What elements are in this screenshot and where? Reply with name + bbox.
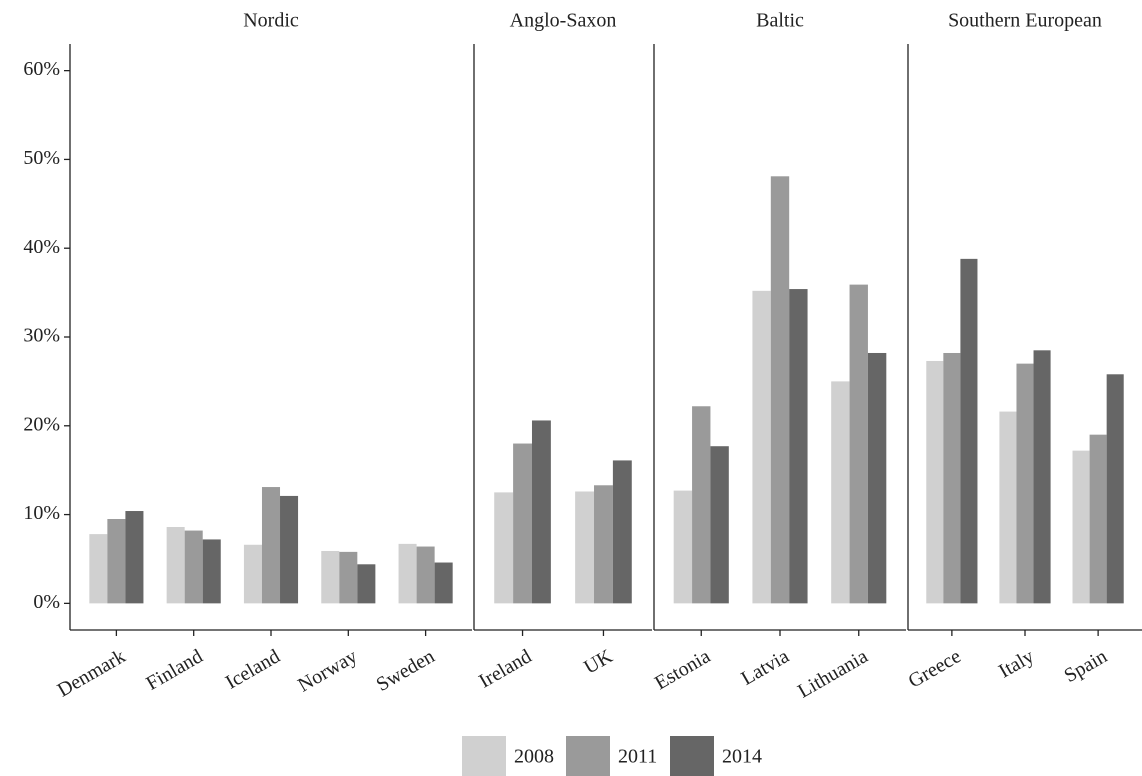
- bar: [166, 527, 185, 604]
- bar: [339, 551, 358, 604]
- bar: [926, 360, 944, 604]
- bar: [1106, 374, 1124, 604]
- bar: [89, 534, 108, 604]
- bar: [710, 446, 729, 604]
- bar: [531, 420, 551, 604]
- legend-swatch: [462, 736, 506, 776]
- bar: [1072, 450, 1090, 604]
- legend-label: 2008: [514, 746, 554, 768]
- bar: [416, 546, 435, 604]
- bar: [943, 352, 961, 604]
- bar: [789, 289, 808, 604]
- x-tick-label: Latvia: [738, 645, 793, 690]
- x-tick-label: UK: [580, 645, 616, 679]
- bar: [1089, 434, 1107, 604]
- bar: [960, 258, 978, 604]
- bar: [107, 519, 126, 604]
- x-tick-label: Norway: [294, 645, 361, 696]
- x-tick-label: Ireland: [475, 645, 535, 692]
- bar: [125, 511, 144, 604]
- bar: [494, 492, 514, 604]
- bar: [357, 564, 376, 604]
- y-tick-label: 10%: [23, 502, 60, 524]
- bar: [513, 443, 532, 604]
- bar: [1033, 350, 1051, 604]
- y-tick-label: 60%: [23, 58, 60, 80]
- y-tick-label: 40%: [23, 236, 60, 258]
- legend-label: 2014: [722, 746, 762, 768]
- x-tick-label: Italy: [995, 645, 1038, 682]
- y-tick-label: 0%: [33, 591, 60, 613]
- y-tick-label: 30%: [23, 325, 60, 347]
- x-tick-label: Greece: [905, 645, 965, 692]
- bar: [849, 284, 868, 604]
- bar: [770, 176, 790, 604]
- x-tick-label: Spain: [1060, 645, 1110, 687]
- bar: [280, 495, 299, 604]
- facet-title: Baltic: [756, 10, 804, 32]
- bar: [243, 544, 262, 604]
- x-tick-label: Sweden: [373, 645, 439, 696]
- bar: [673, 490, 693, 604]
- bar: [575, 491, 595, 604]
- bar: [612, 460, 632, 604]
- bar: [321, 550, 340, 604]
- y-tick-label: 50%: [23, 147, 60, 169]
- bar: [434, 562, 453, 604]
- legend-swatch: [670, 736, 714, 776]
- facet-title: Southern European: [948, 10, 1102, 32]
- x-tick-label: Finland: [143, 645, 207, 695]
- x-tick-label: Lithuania: [794, 645, 871, 702]
- bar: [867, 352, 887, 604]
- legend-label: 2011: [618, 746, 657, 768]
- bar: [398, 543, 417, 604]
- facet-title: Nordic: [243, 10, 299, 32]
- facet-title: Anglo-Saxon: [510, 10, 617, 32]
- x-tick-label: Iceland: [222, 645, 284, 693]
- bar: [184, 530, 203, 604]
- y-tick-label: 20%: [23, 413, 60, 435]
- bar: [594, 485, 613, 604]
- bar: [692, 406, 711, 604]
- legend-swatch: [566, 736, 610, 776]
- bar: [831, 381, 850, 604]
- bar: [999, 411, 1017, 604]
- x-tick-label: Denmark: [54, 645, 129, 701]
- bar: [1016, 363, 1034, 604]
- bar: [752, 290, 771, 604]
- bar: [261, 487, 281, 604]
- x-tick-label: Estonia: [651, 645, 714, 694]
- bar: [202, 539, 221, 604]
